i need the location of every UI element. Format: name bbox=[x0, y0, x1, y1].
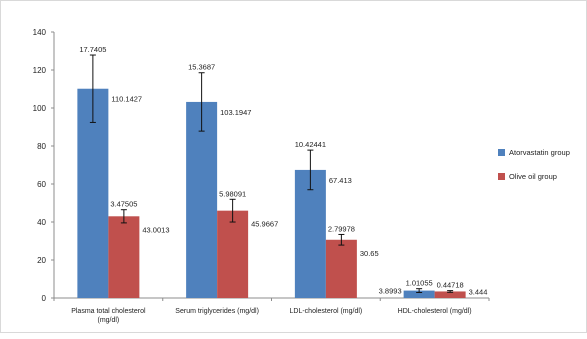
bar-olive-oil bbox=[325, 239, 357, 298]
x-category-label: HDL-cholesterol (mg/dl) bbox=[398, 308, 472, 315]
y-tick-label: 60 bbox=[37, 180, 46, 189]
value-label: 67.413 bbox=[329, 176, 352, 185]
value-label: 3.8993 bbox=[379, 287, 402, 296]
y-tick-label: 80 bbox=[37, 142, 46, 151]
error-label: 2.79978 bbox=[328, 224, 355, 233]
legend-swatch bbox=[498, 173, 505, 180]
data-labels: 17.7405 110.1427 15.3687 103.1947 10.42441 67… bbox=[79, 45, 487, 296]
error-label: 0.44718 bbox=[437, 281, 464, 290]
error-label: 10.42441 bbox=[295, 140, 326, 149]
value-label: 45.9667 bbox=[251, 220, 278, 229]
y-tick-label: 20 bbox=[37, 256, 46, 265]
y-tick-label: 100 bbox=[33, 104, 47, 113]
error-label: 17.7405 bbox=[79, 45, 106, 54]
x-category-label: Plasma total cholesterol (mg/dl) bbox=[71, 308, 146, 324]
y-tick-label: 140 bbox=[33, 28, 47, 37]
x-category-label: LDL-cholesterol (mg/dl) bbox=[290, 308, 363, 315]
error-label: 3.47505 bbox=[110, 200, 137, 209]
y-tick-label: 0 bbox=[42, 294, 47, 303]
value-label: 110.1427 bbox=[111, 95, 142, 104]
value-label: 43.0013 bbox=[142, 225, 169, 234]
bar-atorvastatin bbox=[77, 88, 109, 298]
legend: Atorvastatin group Olive oil group bbox=[498, 148, 570, 181]
bar-atorvastatin bbox=[186, 101, 218, 298]
error-label: 1.01055 bbox=[406, 279, 433, 288]
value-label: 103.1947 bbox=[220, 108, 251, 117]
legend-swatch bbox=[498, 149, 505, 156]
x-category-label: Serum triglycerides (mg/dl) bbox=[175, 308, 259, 315]
legend-label: Atorvastatin group bbox=[509, 148, 570, 157]
legend-label: Olive oil group bbox=[509, 172, 557, 181]
error-label: 15.3687 bbox=[188, 63, 215, 72]
bar-olive-oil bbox=[434, 291, 466, 298]
value-label: 3.444 bbox=[469, 287, 488, 296]
bars bbox=[77, 54, 466, 298]
value-label: 30.65 bbox=[360, 249, 379, 258]
bar-olive-oil bbox=[217, 210, 249, 298]
bar-olive-oil bbox=[108, 216, 140, 298]
y-tick-label: 40 bbox=[37, 218, 46, 227]
bar-atorvastatin bbox=[403, 290, 435, 298]
error-label: 5.98091 bbox=[219, 189, 246, 198]
y-tick-label: 120 bbox=[33, 66, 47, 75]
bar-atorvastatin bbox=[294, 169, 326, 298]
